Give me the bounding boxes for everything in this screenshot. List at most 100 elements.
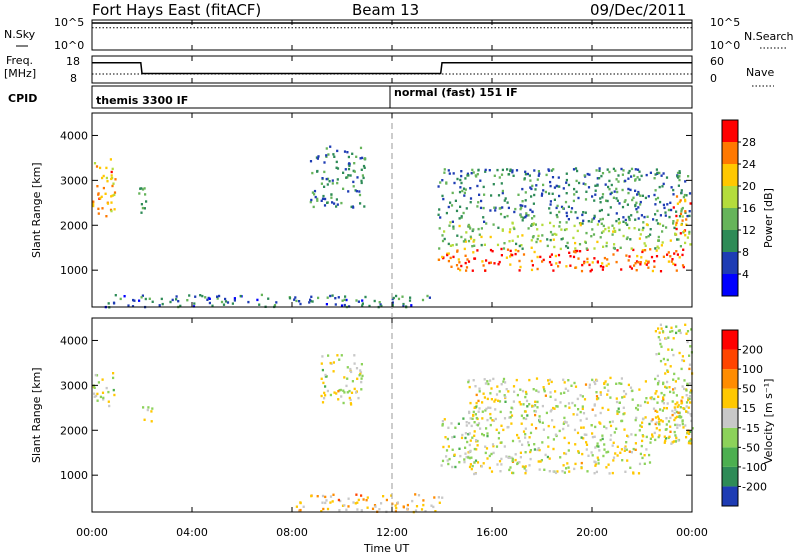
heat-cell-4 bbox=[437, 258, 441, 261]
heat-cell-6 bbox=[680, 210, 683, 213]
heat-cell-7 bbox=[670, 442, 673, 445]
heat-cell-6 bbox=[505, 388, 508, 391]
heat-cell-2 bbox=[342, 171, 345, 174]
heat-cell-3 bbox=[206, 298, 209, 301]
heat-cell-6 bbox=[524, 395, 527, 399]
heat-cell-7 bbox=[655, 353, 658, 356]
heat-cell-6 bbox=[624, 392, 628, 396]
heat-cell-5 bbox=[625, 237, 628, 241]
heat-cell-4 bbox=[440, 464, 443, 467]
heat-cell-3 bbox=[361, 299, 364, 302]
heat-cell-5 bbox=[624, 470, 627, 473]
heat-cell-2 bbox=[314, 195, 317, 199]
heat-cell-3 bbox=[273, 304, 277, 307]
heat-cell-4 bbox=[468, 432, 471, 435]
heat-cell-6 bbox=[496, 168, 499, 172]
heat-cell-4 bbox=[596, 261, 599, 264]
heat-cell-0 bbox=[99, 395, 102, 399]
heat-cell-6 bbox=[591, 435, 594, 439]
heat-cell-2 bbox=[358, 193, 362, 197]
heat-cell-6 bbox=[472, 410, 475, 414]
heat-cell-6 bbox=[672, 220, 675, 223]
heat-cell-4 bbox=[647, 266, 650, 269]
heat-cell-6 bbox=[680, 189, 683, 192]
heat-cell-0 bbox=[102, 398, 105, 401]
heat-cell-5 bbox=[563, 228, 567, 232]
heat-cell-6 bbox=[627, 191, 630, 195]
heat-cell-6 bbox=[565, 211, 568, 215]
heat-cell-2 bbox=[346, 391, 349, 394]
heat-cell-6 bbox=[601, 193, 605, 196]
heat-cell-7 bbox=[662, 381, 665, 384]
heat-cell-6 bbox=[688, 214, 691, 218]
heat-cell-0 bbox=[109, 158, 112, 161]
heat-cell-3 bbox=[409, 296, 412, 299]
heat-cell-6 bbox=[657, 422, 661, 426]
heat-cell-6 bbox=[560, 205, 564, 209]
heat-cell-3 bbox=[326, 296, 329, 299]
heat-cell-6 bbox=[652, 407, 656, 410]
heat-cell-6 bbox=[475, 416, 478, 420]
heat-cell-6 bbox=[599, 197, 602, 200]
heat-cell-6 bbox=[551, 176, 555, 179]
heat-cell-6 bbox=[468, 411, 471, 415]
heat-cell-6 bbox=[494, 408, 497, 411]
heat-cell-4 bbox=[662, 255, 665, 258]
heat-cell-3 bbox=[365, 499, 368, 502]
heat-cell-5 bbox=[508, 230, 511, 234]
heat-cell-0 bbox=[110, 174, 113, 177]
heat-cell-6 bbox=[498, 176, 501, 179]
heat-cell-3 bbox=[394, 510, 397, 513]
heat-cell-6 bbox=[622, 412, 625, 416]
heat-cell-6 bbox=[638, 388, 641, 391]
heat-cell-0 bbox=[95, 394, 98, 398]
heat-cell-6 bbox=[640, 425, 643, 428]
heat-cell-7 bbox=[675, 195, 679, 198]
heat-cell-3 bbox=[123, 295, 126, 298]
heat-cell-6 bbox=[524, 433, 527, 436]
heat-cell-6 bbox=[579, 419, 582, 422]
heat-cell-2 bbox=[327, 153, 330, 156]
heat-cell-5 bbox=[658, 222, 662, 226]
heat-cell-4 bbox=[647, 260, 650, 263]
heat-cell-6 bbox=[654, 173, 657, 176]
heat-cell-5 bbox=[574, 247, 577, 250]
heat-cell-6 bbox=[600, 174, 603, 178]
heat-cell-6 bbox=[640, 214, 643, 217]
heat-cell-2 bbox=[360, 377, 363, 380]
heat-cell-6 bbox=[501, 191, 504, 195]
heat-cell-5 bbox=[662, 224, 665, 227]
heat-cell-4 bbox=[475, 448, 478, 451]
heat-cell-3 bbox=[208, 297, 211, 300]
heat-cell-6 bbox=[449, 201, 452, 204]
heat-cell-5 bbox=[500, 457, 503, 461]
heat-cell-6 bbox=[664, 437, 668, 440]
heat-cell-6 bbox=[495, 428, 498, 431]
heat-cell-5 bbox=[519, 456, 522, 459]
heat-cell-3 bbox=[309, 299, 312, 303]
heat-cell-6 bbox=[478, 407, 481, 410]
heat-cell-5 bbox=[596, 442, 599, 445]
heat-cell-5 bbox=[523, 466, 526, 469]
heat-cell-4 bbox=[444, 436, 447, 439]
heat-cell-6 bbox=[513, 210, 516, 214]
heat-cell-3 bbox=[438, 501, 441, 504]
heat-cell-6 bbox=[673, 430, 676, 434]
heat-cell-7 bbox=[690, 414, 693, 417]
heat-cell-6 bbox=[644, 416, 647, 419]
heat-cell-6 bbox=[511, 169, 514, 172]
heat-cell-4 bbox=[530, 268, 534, 272]
heat-cell-6 bbox=[489, 412, 492, 416]
heat-cell-6 bbox=[636, 176, 639, 179]
heat-cell-6 bbox=[520, 414, 523, 417]
heat-cell-5 bbox=[480, 465, 483, 468]
heat-cell-6 bbox=[675, 210, 678, 213]
heat-cell-4 bbox=[533, 250, 536, 254]
heat-cell-6 bbox=[656, 410, 659, 413]
heat-cell-5 bbox=[508, 240, 511, 243]
heat-cell-5 bbox=[468, 450, 471, 454]
heat-cell-6 bbox=[515, 169, 519, 172]
heat-cell-6 bbox=[536, 178, 539, 181]
heat-cell-2 bbox=[345, 176, 348, 179]
heat-cell-3 bbox=[334, 297, 337, 300]
